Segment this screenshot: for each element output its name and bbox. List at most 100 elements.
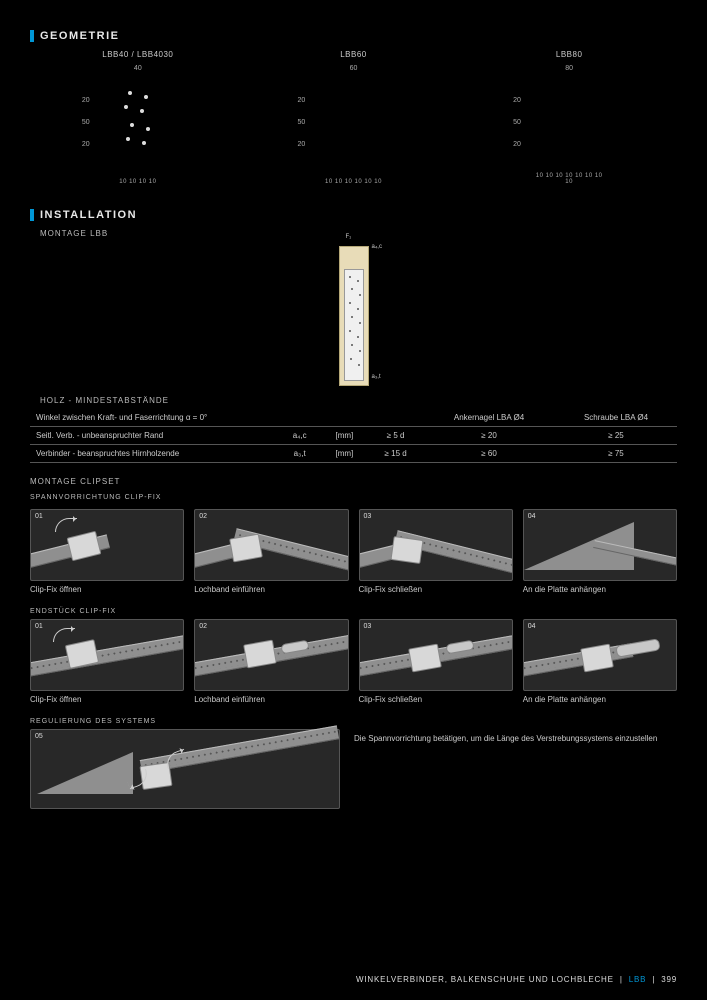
table-title: HOLZ - MINDESTABSTÄNDE bbox=[40, 396, 677, 405]
clipset-title: MONTAGE CLIPSET bbox=[30, 477, 677, 486]
geom-label: LBB60 bbox=[263, 50, 443, 59]
geom-item-lbb80: LBB80 80 20 50 20 10 10 10 10 10 10 10 1… bbox=[479, 50, 659, 185]
geom-label: LBB40 / LBB4030 bbox=[48, 50, 228, 59]
step-num: 02 bbox=[199, 623, 207, 630]
step-box: 03 bbox=[359, 509, 513, 581]
step-num: 02 bbox=[199, 513, 207, 520]
clip-icon bbox=[229, 534, 263, 563]
geom-diagram: 60 20 50 20 10 10 10 10 10 10 bbox=[283, 65, 423, 185]
clip-icon bbox=[67, 531, 102, 562]
arrow-icon bbox=[53, 628, 75, 642]
accent-bar bbox=[30, 209, 34, 221]
geom-label: LBB80 bbox=[479, 50, 659, 59]
row-v1: ≥ 60 bbox=[423, 445, 555, 463]
clip-icon bbox=[390, 536, 423, 564]
step-caption: An die Platte anhängen bbox=[523, 695, 677, 704]
step-caption: Clip-Fix schließen bbox=[359, 695, 513, 704]
dim-left: 20 bbox=[297, 97, 305, 104]
dim-bottom: 10 10 10 10 10 10 bbox=[325, 179, 382, 185]
row-v2: ≥ 25 bbox=[555, 427, 677, 445]
montage-subtitle: MONTAGE LBB bbox=[40, 229, 677, 238]
step-num: 04 bbox=[528, 623, 536, 630]
hole-icon bbox=[359, 322, 361, 324]
dim-bottom: 10 10 10 10 10 10 10 10 bbox=[534, 173, 604, 185]
hole-icon bbox=[349, 276, 351, 278]
dim-left: 50 bbox=[297, 119, 305, 126]
plate-slot-icon bbox=[615, 638, 660, 657]
dim-left: 20 bbox=[513, 97, 521, 104]
step-num: 03 bbox=[364, 513, 372, 520]
step: 02 Lochband einführen bbox=[194, 509, 348, 594]
hole-icon bbox=[357, 336, 359, 338]
footer-right: 399 bbox=[661, 975, 677, 984]
dim-left: 20 bbox=[297, 141, 305, 148]
dim-left: 20 bbox=[513, 141, 521, 148]
dim-top: 40 bbox=[134, 65, 142, 72]
clip-icon bbox=[408, 644, 442, 673]
hole-icon bbox=[351, 316, 353, 318]
step: 03 Clip-Fix schließen bbox=[359, 619, 513, 704]
table-row: Verbinder - beanspruchtes Hirnholzende a… bbox=[30, 445, 677, 463]
a4c-label: a₄,c bbox=[372, 244, 382, 250]
step-box: 03 bbox=[359, 619, 513, 691]
step-caption: Clip-Fix öffnen bbox=[30, 695, 184, 704]
section-head-geometrie: GEOMETRIE bbox=[30, 30, 677, 42]
accent-bar bbox=[30, 30, 34, 42]
hole-icon bbox=[130, 123, 134, 127]
hole-icon bbox=[351, 344, 353, 346]
footer-mid: LBB bbox=[629, 975, 647, 984]
row-v0: ≥ 5 d bbox=[368, 427, 423, 445]
montage-wrapper: F₁ a₄,c a₃,t bbox=[294, 246, 414, 386]
step-caption: Clip-Fix schließen bbox=[359, 585, 513, 594]
hole-icon bbox=[140, 109, 144, 113]
row-label: Seitl. Verb. - unbeanspruchter Rand bbox=[30, 427, 279, 445]
plate-icon bbox=[37, 752, 133, 794]
dim-left: 20 bbox=[82, 97, 90, 104]
step-box: 04 bbox=[523, 619, 677, 691]
geom-item-lbb40: LBB40 / LBB4030 40 20 50 20 10 10 10 10 bbox=[48, 50, 228, 185]
hole-icon bbox=[350, 358, 352, 360]
step-box: 04 bbox=[523, 509, 677, 581]
step-caption: Lochband einführen bbox=[194, 695, 348, 704]
footer-left: WINKELVERBINDER, BALKENSCHUHE UND LOCHBL… bbox=[356, 975, 614, 984]
row-v0: ≥ 15 d bbox=[368, 445, 423, 463]
regulation-title: REGULIERUNG DES SYSTEMS bbox=[30, 718, 677, 725]
hole-icon bbox=[359, 350, 361, 352]
header-col2: Schraube LBA Ø4 bbox=[555, 409, 677, 427]
step-num: 05 bbox=[35, 733, 43, 740]
dim-left: 50 bbox=[82, 119, 90, 126]
row-unit: [mm] bbox=[320, 445, 368, 463]
clip-icon bbox=[243, 640, 277, 669]
montage-diagram bbox=[339, 246, 369, 386]
step: 04 An die Platte anhängen bbox=[523, 619, 677, 704]
hole-icon bbox=[128, 91, 132, 95]
step-box: 01 bbox=[30, 619, 184, 691]
step: 01 Clip-Fix öffnen bbox=[30, 619, 184, 704]
regulation-row: 05 Die Spannvorrichtung betätigen, um di… bbox=[30, 729, 677, 809]
geom-item-lbb60: LBB60 60 20 50 20 10 10 10 10 10 10 bbox=[263, 50, 443, 185]
step-box: 02 bbox=[194, 619, 348, 691]
hole-icon bbox=[146, 127, 150, 131]
montage-plate bbox=[344, 269, 364, 381]
hole-icon bbox=[351, 288, 353, 290]
row-v1: ≥ 20 bbox=[423, 427, 555, 445]
page-footer: WINKELVERBINDER, BALKENSCHUHE UND LOCHBL… bbox=[356, 975, 677, 984]
header-main: Winkel zwischen Kraft- und Faserrichtung… bbox=[30, 409, 368, 427]
step-caption: Clip-Fix öffnen bbox=[30, 585, 184, 594]
dim-top: 80 bbox=[565, 65, 573, 72]
step: 04 An die Platte anhängen bbox=[523, 509, 677, 594]
step-grid-1: 01 Clip-Fix öffnen 02 Lochband einführen… bbox=[30, 509, 677, 594]
table-row: Seitl. Verb. - unbeanspruchter Rand a₄,c… bbox=[30, 427, 677, 445]
clip-icon bbox=[580, 644, 614, 673]
force-label: F₁ bbox=[346, 234, 352, 240]
dim-top: 60 bbox=[350, 65, 358, 72]
regulation-text: Die Spannvorrichtung betätigen, um die L… bbox=[354, 729, 677, 809]
hole-icon bbox=[349, 330, 351, 332]
hole-icon bbox=[124, 105, 128, 109]
step-box: 01 bbox=[30, 509, 184, 581]
step-num: 01 bbox=[35, 623, 43, 630]
geom-diagram: 40 20 50 20 10 10 10 10 bbox=[68, 65, 208, 185]
step-num: 03 bbox=[364, 623, 372, 630]
geometrie-title: GEOMETRIE bbox=[40, 30, 120, 42]
group2-title: ENDSTÜCK CLIP-FIX bbox=[30, 608, 677, 615]
